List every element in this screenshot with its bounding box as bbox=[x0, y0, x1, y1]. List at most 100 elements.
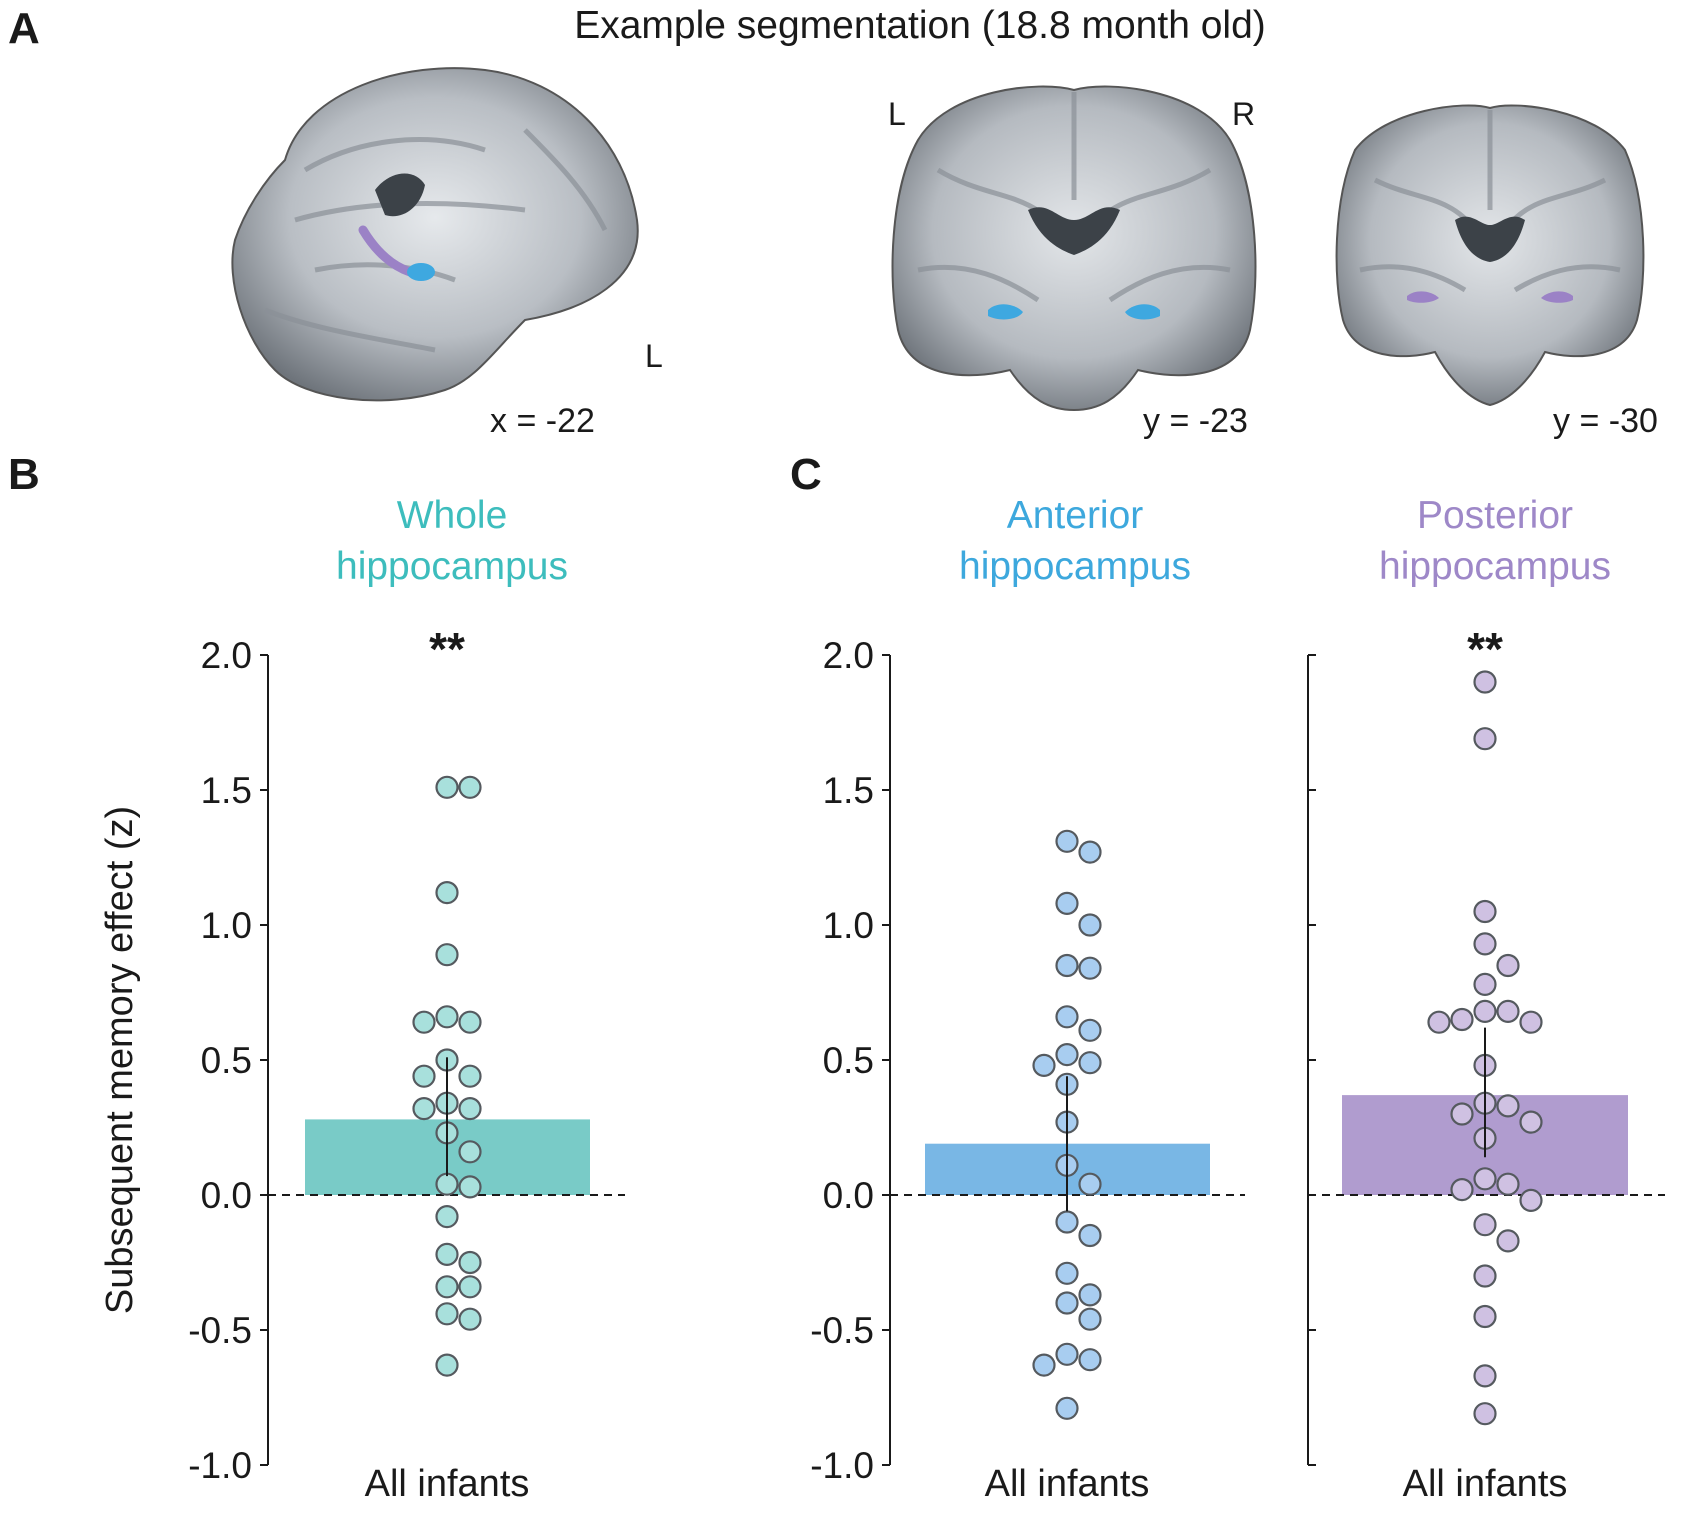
data-point-anterior bbox=[1078, 840, 1102, 864]
y-axis-label: Subsequent memory effect (z) bbox=[99, 806, 141, 1314]
data-point-anterior bbox=[1078, 913, 1102, 937]
data-point-posterior bbox=[1496, 953, 1520, 978]
coronal-brain-image-1 bbox=[891, 85, 1257, 412]
y-tick-label-anterior: 1.0 bbox=[823, 905, 874, 946]
title-anterior-line1: Anterior bbox=[1006, 494, 1144, 537]
y-tick-label-whole: 2.0 bbox=[201, 635, 252, 676]
coronal2-coordinate-label: y = -30 bbox=[1553, 402, 1658, 440]
data-point-posterior bbox=[1496, 1094, 1520, 1118]
data-point-anterior bbox=[1078, 956, 1102, 980]
y-tick-label-anterior: -1.0 bbox=[810, 1445, 874, 1486]
y-tick-label-whole: -0.5 bbox=[188, 1310, 252, 1351]
data-point-whole bbox=[435, 1353, 459, 1377]
coronal1-left-label: L bbox=[888, 96, 906, 132]
coronal1-coordinate-label: y = -23 bbox=[1143, 402, 1248, 440]
data-point-whole bbox=[458, 775, 482, 799]
data-point-posterior bbox=[1473, 1402, 1497, 1426]
y-tick-label-anterior: 1.5 bbox=[823, 770, 874, 811]
sagittal-coordinate-label: x = -22 bbox=[490, 402, 595, 440]
data-point-whole bbox=[435, 1275, 459, 1299]
chart-posterior: All infants ** bbox=[1307, 623, 1665, 1505]
data-point-posterior bbox=[1473, 727, 1497, 751]
data-point-whole bbox=[435, 1005, 459, 1029]
significance-marker-posterior: ** bbox=[1467, 623, 1503, 675]
data-point-anterior bbox=[1078, 1307, 1102, 1331]
data-point-whole bbox=[435, 943, 459, 967]
data-point-whole bbox=[458, 1064, 482, 1088]
data-point-anterior bbox=[1078, 1223, 1102, 1248]
y-tick-label-whole: 0.0 bbox=[201, 1175, 252, 1216]
data-point-whole bbox=[458, 1307, 482, 1331]
data-point-posterior bbox=[1519, 1188, 1543, 1213]
chart-whole: -1.0 -0.5 0.0 0.5 1.0 1.5 2.0 All infants ** bbox=[188, 623, 625, 1505]
data-point-posterior bbox=[1473, 1264, 1497, 1288]
sagittal-brain-image bbox=[231, 67, 639, 402]
data-point-anterior bbox=[1078, 1018, 1102, 1042]
data-point-whole bbox=[435, 1302, 459, 1326]
data-point-posterior bbox=[1450, 1177, 1474, 1202]
coronal1-right-label: R bbox=[1232, 96, 1256, 132]
data-point-anterior bbox=[1032, 1053, 1056, 1077]
data-point-posterior bbox=[1450, 1102, 1474, 1126]
title-whole-line1: Whole bbox=[396, 494, 508, 537]
data-point-posterior bbox=[1473, 1364, 1497, 1388]
data-point-anterior bbox=[1055, 1210, 1079, 1234]
y-tick-label-whole: 0.5 bbox=[201, 1040, 252, 1081]
data-point-whole bbox=[412, 1010, 436, 1034]
data-point-whole bbox=[458, 1175, 482, 1199]
data-point-posterior bbox=[1519, 1010, 1543, 1034]
category-label-whole: All infants bbox=[365, 1463, 530, 1505]
chart-anterior: -1.0 -0.5 0.0 0.5 1.0 1.5 2.0 All infants bbox=[810, 635, 1245, 1505]
data-point-posterior bbox=[1473, 1213, 1497, 1237]
y-tick-label-anterior: -0.5 bbox=[810, 1310, 874, 1351]
data-point-whole bbox=[458, 1275, 482, 1299]
data-point-anterior bbox=[1055, 1342, 1079, 1366]
data-point-anterior bbox=[1055, 829, 1079, 853]
category-label-anterior: All infants bbox=[985, 1463, 1150, 1505]
y-tick-label-whole: 1.5 bbox=[201, 770, 252, 811]
data-point-whole bbox=[458, 1010, 482, 1034]
coronal-brain-image-2 bbox=[1335, 104, 1645, 407]
data-point-posterior bbox=[1496, 999, 1520, 1023]
data-point-posterior bbox=[1427, 1010, 1451, 1034]
y-tick-label-anterior: 0.0 bbox=[823, 1175, 874, 1216]
data-point-posterior bbox=[1473, 972, 1497, 996]
data-point-anterior bbox=[1055, 1291, 1079, 1315]
data-point-posterior bbox=[1450, 1007, 1474, 1032]
y-tick-label-whole: 1.0 bbox=[201, 905, 252, 946]
y-tick-label-anterior: 2.0 bbox=[823, 635, 874, 676]
data-point-whole bbox=[458, 1140, 482, 1164]
title-anterior-hippocampus: Anterior hippocampus bbox=[905, 490, 1245, 592]
data-point-posterior bbox=[1496, 1172, 1520, 1196]
category-label-posterior: All infants bbox=[1403, 1463, 1568, 1505]
data-point-whole bbox=[435, 1242, 459, 1267]
title-posterior-line1: Posterior bbox=[1416, 494, 1574, 537]
data-point-whole bbox=[435, 775, 459, 799]
data-point-whole bbox=[458, 1250, 482, 1275]
data-point-posterior bbox=[1473, 899, 1497, 924]
title-posterior-hippocampus: Posterior hippocampus bbox=[1325, 490, 1665, 592]
data-point-anterior bbox=[1055, 1261, 1079, 1285]
data-point-posterior bbox=[1473, 999, 1497, 1023]
data-point-anterior bbox=[1055, 953, 1079, 978]
title-anterior-line2: hippocampus bbox=[959, 545, 1191, 588]
data-point-posterior bbox=[1519, 1110, 1543, 1134]
title-posterior-line2: hippocampus bbox=[1379, 545, 1611, 588]
sagittal-side-label: L bbox=[645, 338, 663, 374]
data-point-anterior bbox=[1078, 1172, 1102, 1196]
data-point-anterior bbox=[1055, 1396, 1079, 1420]
data-point-posterior bbox=[1473, 1167, 1497, 1191]
data-point-posterior bbox=[1473, 1304, 1497, 1329]
panel-label-a: A bbox=[8, 4, 40, 53]
y-axis-label-svg: Subsequent memory effect (z) bbox=[99, 806, 141, 1314]
data-point-anterior bbox=[1032, 1353, 1056, 1377]
y-tick-label-whole: -1.0 bbox=[188, 1445, 252, 1486]
significance-marker-whole: ** bbox=[429, 623, 465, 675]
data-point-anterior bbox=[1078, 1348, 1102, 1372]
segmentation-title: Example segmentation (18.8 month old) bbox=[574, 4, 1266, 47]
data-point-whole bbox=[435, 1172, 459, 1196]
data-point-whole bbox=[435, 1204, 459, 1229]
data-point-anterior bbox=[1078, 1283, 1102, 1307]
data-point-anterior bbox=[1055, 891, 1079, 915]
